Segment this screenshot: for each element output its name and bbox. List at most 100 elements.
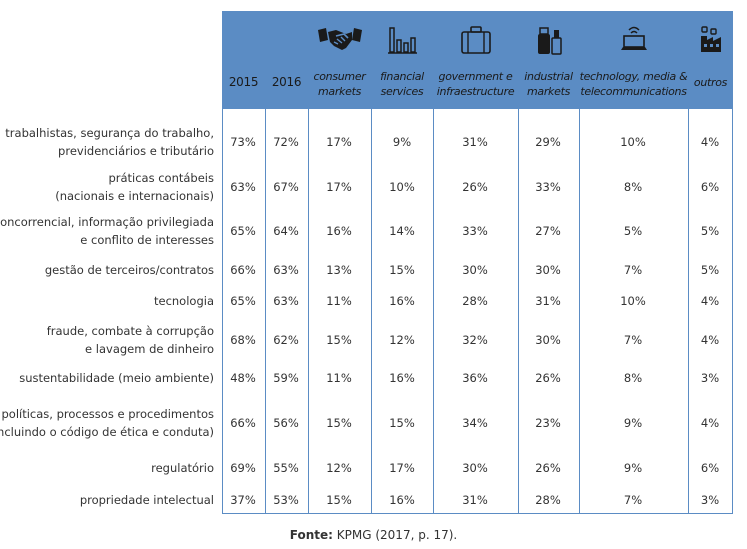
row-label-line2: previdenciários e tributário xyxy=(58,144,214,158)
row-label-line1: trabalhistas, segurança do trabalho, xyxy=(5,126,214,140)
table-cell: 65% xyxy=(230,224,256,238)
header-sector-line1: consumer xyxy=(313,70,366,83)
table-cell: 33% xyxy=(535,180,561,194)
row-label: regulatório xyxy=(151,459,214,477)
header-sector-line2: markets xyxy=(526,85,571,98)
row-label-line1: fraude, combate à corrupção xyxy=(46,324,214,338)
table-cell: 48% xyxy=(230,371,256,385)
header-sector-line2: infraestructure xyxy=(436,85,515,98)
table-cell: 13% xyxy=(326,263,352,277)
table-cell: 68% xyxy=(230,333,256,347)
table-cell: 31% xyxy=(462,135,488,149)
grid-line xyxy=(518,11,519,514)
row-label-line1: políticas, processos e procedimentos xyxy=(1,407,214,421)
header-2016: 2016 xyxy=(265,11,308,109)
table-cell: 15% xyxy=(389,263,415,277)
row-label-line1: tecnologia xyxy=(153,294,214,308)
table-cell: 7% xyxy=(623,263,643,277)
briefcase-icon xyxy=(460,26,491,54)
table-cell: 66% xyxy=(230,263,256,277)
header-industrial-markets: industrial markets xyxy=(518,11,579,109)
table-cell: 69% xyxy=(230,461,256,475)
table-cell: 15% xyxy=(326,416,352,430)
table-cell: 4% xyxy=(700,333,720,347)
table-cell: 28% xyxy=(535,493,561,507)
table-cell: 36% xyxy=(462,371,488,385)
table-cell: 30% xyxy=(535,333,561,347)
row-label-line1: propriedade intelectual xyxy=(79,493,214,507)
row-label: políticas, processos e procedimentos (inc… xyxy=(0,405,214,441)
table-cell: 7% xyxy=(623,333,643,347)
source-prefix: Fonte: xyxy=(289,528,333,542)
table-cell: 29% xyxy=(535,135,561,149)
header-technology-media-telecom: technology, media & telecommunications xyxy=(579,11,688,109)
table-cell: 67% xyxy=(273,180,299,194)
table-cell: 26% xyxy=(535,461,561,475)
table-cell: 26% xyxy=(462,180,488,194)
table-cell: 17% xyxy=(326,180,352,194)
source-note: Fonte: KPMG (2017, p. 17). xyxy=(0,528,747,542)
header-2015-label: 2015 xyxy=(228,75,259,89)
table-cell: 31% xyxy=(462,493,488,507)
row-label-line2: e conflito de interesses xyxy=(80,233,214,247)
table-cell: 9% xyxy=(623,416,643,430)
table-cell: 15% xyxy=(326,333,352,347)
handshake-icon xyxy=(317,28,362,50)
table-cell: 8% xyxy=(623,371,643,385)
header-consumer-markets: consumer markets xyxy=(308,11,371,109)
row-label-line2: (nacionais e internacionais) xyxy=(55,189,214,203)
table-cell: 56% xyxy=(273,416,299,430)
table-cell: 64% xyxy=(273,224,299,238)
row-label: concorrencial, informação privilegiada e … xyxy=(0,213,214,249)
table-cell: 33% xyxy=(462,224,488,238)
row-label-line1: práticas contábeis xyxy=(108,171,214,185)
table-cell: 16% xyxy=(389,371,415,385)
row-label: sustentabilidade (meio ambiente) xyxy=(19,369,214,387)
table-cell: 65% xyxy=(230,294,256,308)
row-label: gestão de terceiros/contratos xyxy=(45,261,214,279)
table-cell: 63% xyxy=(273,263,299,277)
table-cell: 55% xyxy=(273,461,299,475)
header-2015: 2015 xyxy=(222,11,265,109)
table-cell: 11% xyxy=(326,294,352,308)
table-cell: 11% xyxy=(326,371,352,385)
table-cell: 28% xyxy=(462,294,488,308)
header-financial-services: financial services xyxy=(371,11,433,109)
table-cell: 9% xyxy=(392,135,412,149)
row-label-line1: concorrencial, informação privilegiada xyxy=(0,215,214,229)
header-government-infrastructure: government e infraestructure xyxy=(433,11,518,109)
table-cell: 3% xyxy=(700,493,720,507)
table-cell: 5% xyxy=(700,224,720,238)
header-sector-line2: telecommunications xyxy=(580,85,687,98)
risk-table: 2015 2016 consumer markets financial ser… xyxy=(222,11,733,514)
table-cell: 5% xyxy=(700,263,720,277)
table-cell: 6% xyxy=(700,461,720,475)
header-sector-line2: services xyxy=(380,85,424,98)
industrial-products-icon xyxy=(537,27,562,55)
table-cell: 17% xyxy=(326,135,352,149)
header-sector-line1: outros xyxy=(693,76,728,89)
source-text: KPMG (2017, p. 17). xyxy=(336,528,458,542)
table-cell: 73% xyxy=(230,135,256,149)
table-cell: 16% xyxy=(389,294,415,308)
table-cell: 32% xyxy=(462,333,488,347)
table-cell: 6% xyxy=(700,180,720,194)
table-cell: 7% xyxy=(623,493,643,507)
grid-line xyxy=(732,11,733,514)
row-label: tecnologia xyxy=(154,292,214,310)
laptop-wifi-icon xyxy=(620,26,647,50)
table-cell: 10% xyxy=(389,180,415,194)
table-cell: 31% xyxy=(535,294,561,308)
grid-line xyxy=(371,11,372,514)
table-cell: 9% xyxy=(623,461,643,475)
row-label: trabalhistas, segurança do trabalho, prev… xyxy=(5,124,214,160)
table-cell: 4% xyxy=(700,416,720,430)
table-cell: 16% xyxy=(389,493,415,507)
table-cell: 23% xyxy=(535,416,561,430)
header-2016-label: 2016 xyxy=(271,75,302,89)
grid-line xyxy=(688,11,689,514)
grid-line xyxy=(222,11,223,514)
table-cell: 63% xyxy=(230,180,256,194)
row-label: práticas contábeis (nacionais e internaci… xyxy=(55,169,214,205)
table-cell: 5% xyxy=(623,224,643,238)
